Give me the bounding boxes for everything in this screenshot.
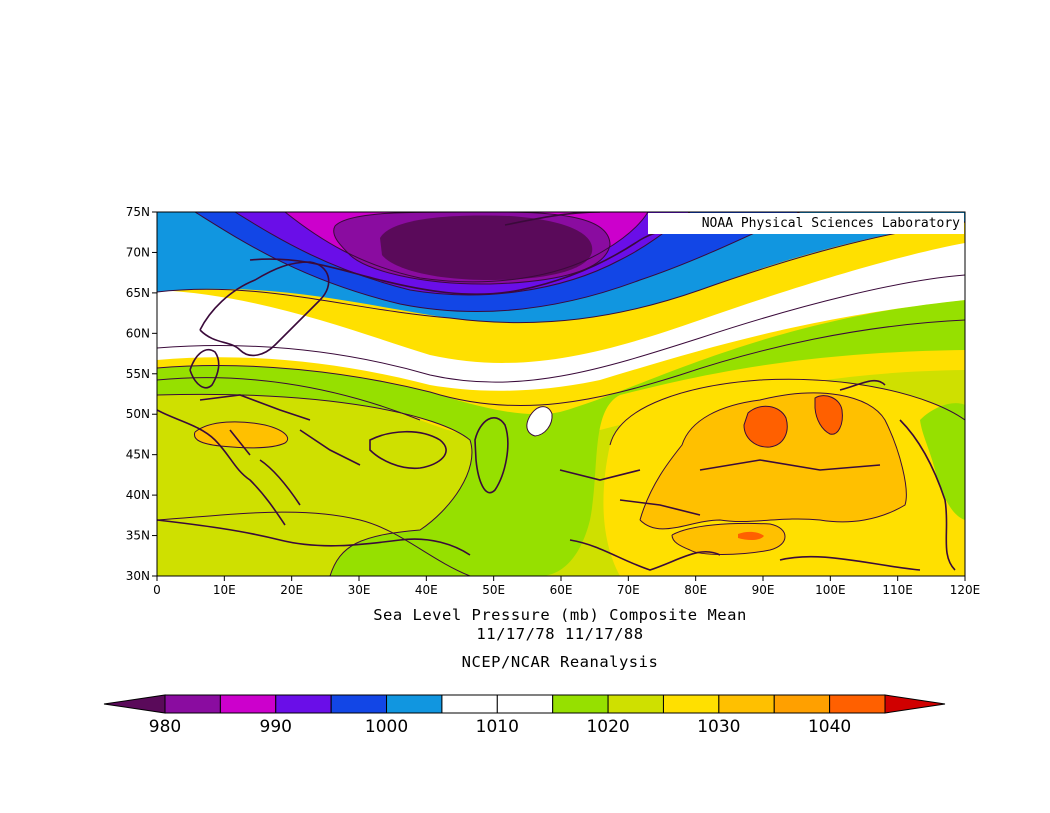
colorbar-swatch: [829, 694, 886, 714]
colorbar-swatch: [773, 694, 831, 714]
colorbar-label: 990: [260, 717, 292, 737]
colorbar: 980 990 1000 1010 1020 1030 1040: [103, 694, 946, 737]
lon-tick-label: 100E: [815, 583, 846, 597]
longitude-axis: 0 10E 20E 30E 40E 50E 60E 70E 80E 90E 100E 110E 120E: [153, 576, 980, 597]
credit-label: NOAA Physical Sciences Laboratory: [648, 213, 964, 234]
band-1015: [157, 300, 965, 576]
coast-mediterranean: [157, 519, 471, 556]
coast-scandinavia: [199, 261, 330, 357]
colorbar-low-arrow: [103, 694, 166, 714]
lat-tick-label: 55N: [126, 367, 150, 381]
band-1030-small: [738, 531, 764, 541]
coastlines: [157, 212, 956, 571]
colorbar-label: 1010: [476, 717, 519, 737]
lon-tick-label: 60E: [550, 583, 573, 597]
band-1010-isolated: [526, 406, 553, 436]
lon-tick-label: 30E: [348, 583, 371, 597]
lat-tick-label: 40N: [126, 488, 150, 502]
title-line-1: Sea Level Pressure (mb) Composite Mean: [373, 606, 747, 624]
colorbar-swatch: [330, 694, 388, 714]
colorbar-swatch: [496, 694, 554, 714]
band-1020-corner: [920, 403, 965, 520]
band-980: [380, 215, 593, 280]
lat-tick-label: 60N: [126, 326, 150, 340]
title-line-2: 11/17/78 11/17/88: [476, 625, 644, 643]
pressure-field: [157, 212, 965, 576]
lat-tick-label: 30N: [126, 569, 150, 583]
band-1035-a: [744, 406, 788, 448]
latitude-axis: 75N 70N 65N 60N 55N 50N 45N 40N 35N 30N: [126, 205, 157, 583]
lon-tick-label: 90E: [752, 583, 775, 597]
lon-tick-label: 10E: [213, 583, 236, 597]
coast-blacksea: [369, 430, 447, 470]
colorbar-swatch: [386, 694, 443, 714]
band-1010: [157, 243, 965, 391]
coast-uk: [189, 348, 220, 389]
colorbar-label: 1040: [808, 717, 851, 737]
colorbar-swatch: [718, 694, 775, 714]
lon-tick-label: 40E: [415, 583, 438, 597]
colorbar-swatch: [607, 694, 664, 714]
colorbar-high-arrow: [884, 694, 946, 714]
colorbar-swatch: [164, 694, 221, 714]
lat-tick-label: 70N: [126, 245, 150, 259]
colorbar-label: 1030: [697, 717, 740, 737]
lon-tick-label: 110E: [882, 583, 913, 597]
colorbar-label: 980: [149, 717, 181, 737]
title-line-3: NCEP/NCAR Reanalysis: [461, 653, 659, 671]
lon-tick-label: 70E: [617, 583, 640, 597]
lat-tick-label: 50N: [126, 407, 150, 421]
lat-tick-label: 65N: [126, 286, 150, 300]
lon-tick-label: 80E: [684, 583, 707, 597]
coast-europe-south: [157, 409, 301, 526]
colorbar-swatch: [275, 694, 332, 714]
lon-tick-label: 50E: [482, 583, 505, 597]
colorbar-swatch: [552, 694, 609, 714]
lon-tick-label: 20E: [280, 583, 303, 597]
lon-tick-label: 120E: [950, 583, 981, 597]
coast-china: [899, 419, 956, 571]
band-1035-b: [815, 395, 843, 435]
colorbar-swatch: [662, 694, 720, 714]
border-lines: [199, 394, 881, 516]
coast-baikal: [839, 380, 886, 391]
colorbar-swatch: [219, 694, 277, 714]
lon-tick-label: 0: [153, 583, 161, 597]
colorbar-swatch: [441, 694, 498, 714]
lat-tick-label: 75N: [126, 205, 150, 219]
band-1030-south: [672, 523, 785, 555]
coast-asia-south: [569, 539, 921, 571]
band-1030-west: [194, 421, 288, 448]
colorbar-label: 1000: [365, 717, 408, 737]
lat-tick-label: 35N: [126, 529, 150, 543]
lat-tick-label: 45N: [126, 448, 150, 462]
colorbar-label: 1020: [586, 717, 629, 737]
coast-caspian: [474, 417, 509, 494]
